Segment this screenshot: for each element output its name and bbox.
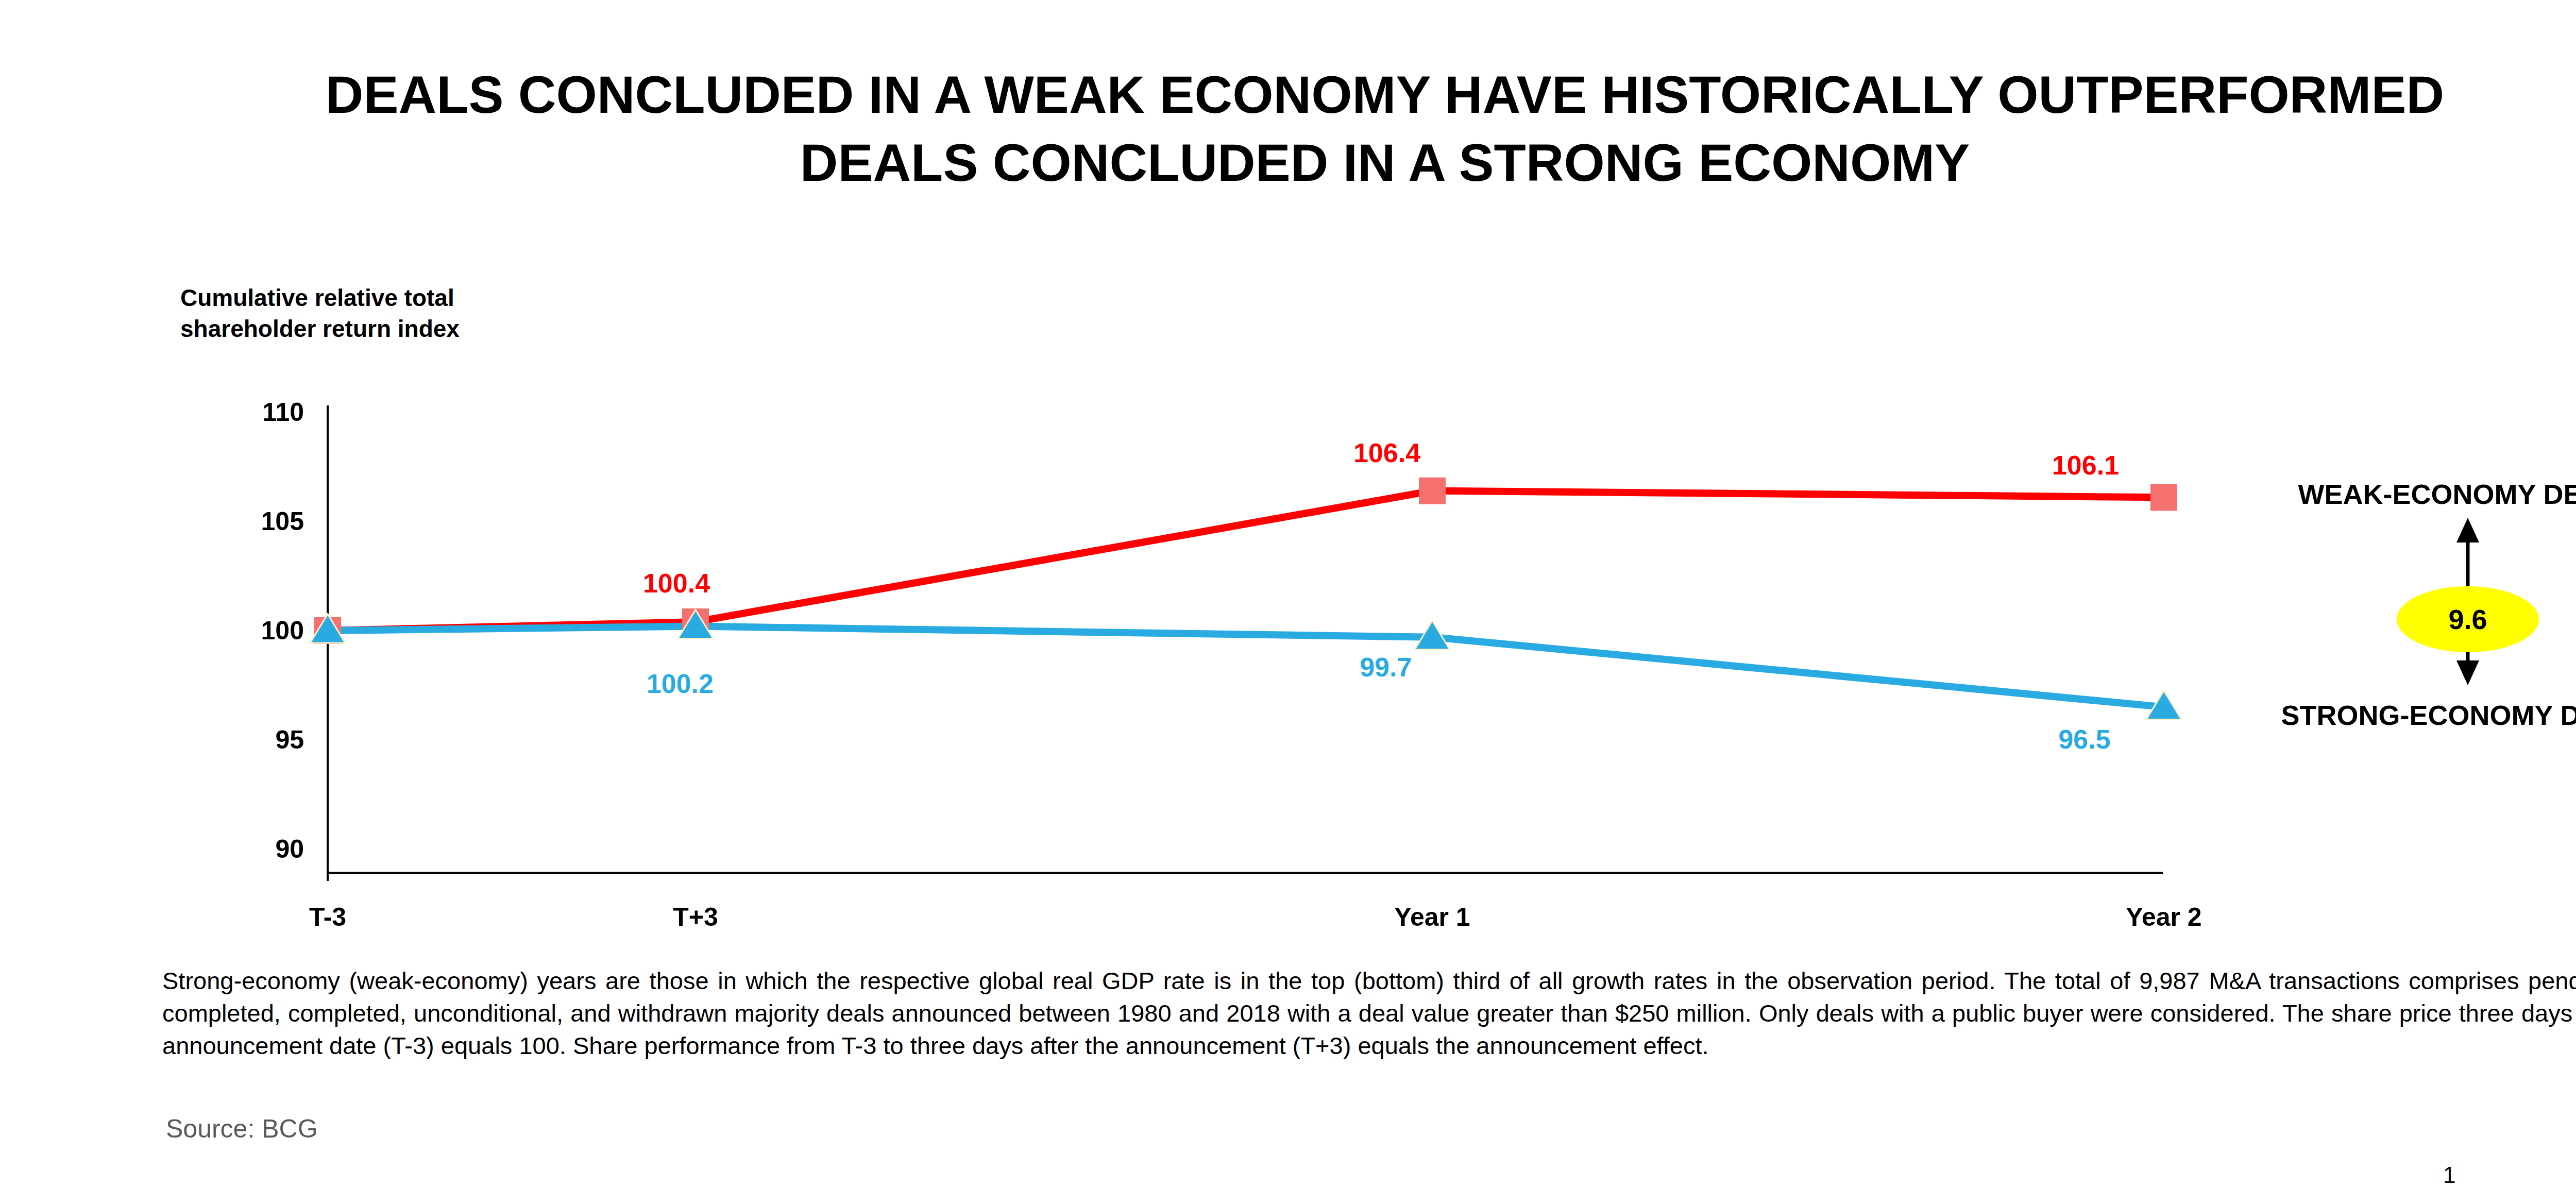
series-line-weak: [328, 491, 2164, 631]
gap-arrow-up-head: [2456, 518, 2479, 542]
series-line-strong: [328, 626, 2164, 707]
weak-square-marker: [1419, 478, 1446, 504]
line-chart: [0, 0, 2576, 1187]
weak-square-marker: [2150, 484, 2177, 511]
slide-canvas: { "title": { "line1": "DEALS CONCLUDED I…: [0, 0, 2576, 1187]
gap-arrow-down-head: [2456, 660, 2479, 685]
